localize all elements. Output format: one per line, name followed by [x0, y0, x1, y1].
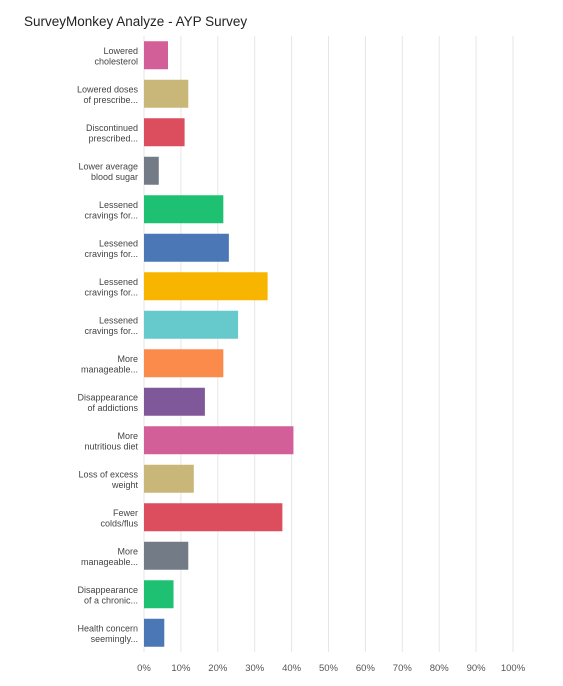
- category-label-line: colds/flus: [100, 518, 138, 528]
- bar: [144, 349, 224, 378]
- x-tick-label: 0%: [137, 663, 151, 674]
- bar: [144, 310, 239, 339]
- category-label: Disappearance of a chronic...: [77, 585, 138, 606]
- category-label-line: Discontinued: [86, 123, 138, 133]
- category-label: Loss of excess weight: [78, 469, 138, 490]
- category-label-line: prescribed...: [88, 133, 138, 143]
- category-label-line: blood sugar: [91, 172, 138, 182]
- category-label-line: More: [117, 354, 138, 364]
- category-label: Lessened cravings for...: [84, 238, 138, 259]
- category-label-line: More: [117, 431, 138, 441]
- category-label: Fewer colds/flus: [100, 508, 138, 529]
- category-label: Disappearance of addictions: [77, 392, 138, 413]
- x-tick-label: 60%: [356, 663, 376, 674]
- category-label-line: Lessened: [99, 277, 138, 287]
- category-label-line: Lowered doses: [77, 84, 139, 94]
- category-label-line: Fewer: [113, 508, 138, 518]
- bar: [144, 233, 229, 262]
- x-tick-label: 40%: [282, 663, 302, 674]
- category-label-line: Disappearance: [77, 392, 138, 402]
- bar: [144, 503, 283, 532]
- x-tick-label: 100%: [501, 663, 526, 674]
- bar: [144, 118, 185, 147]
- category-label: More manageable...: [81, 546, 138, 567]
- category-label-line: Lessened: [99, 200, 138, 210]
- x-tick-label: 30%: [245, 663, 265, 674]
- bar: [144, 618, 165, 647]
- category-label-line: Loss of excess: [78, 469, 138, 479]
- category-label: Discontinued prescribed...: [86, 123, 138, 144]
- category-label-line: Health concern: [77, 623, 138, 633]
- category-label: More manageable...: [81, 354, 138, 375]
- category-label-line: weight: [111, 480, 139, 490]
- x-tick-label: 90%: [467, 663, 487, 674]
- category-label: Lowered cholesterol: [94, 46, 138, 67]
- bar: [144, 426, 294, 455]
- bar: [144, 195, 224, 224]
- category-label-line: cravings for...: [84, 326, 138, 336]
- bar: [144, 580, 174, 609]
- category-label: Lowered doses of prescribe...: [77, 84, 139, 105]
- category-label-line: manageable...: [81, 364, 138, 374]
- category-label-line: of a chronic...: [84, 595, 138, 605]
- bar: [144, 272, 268, 301]
- bar: [144, 156, 159, 185]
- bar: [144, 541, 189, 570]
- category-label-line: More: [117, 546, 138, 556]
- category-label-line: cravings for...: [84, 249, 138, 259]
- chart-title: SurveyMonkey Analyze - AYP Survey: [24, 14, 248, 29]
- category-label: Lessened cravings for...: [84, 315, 138, 336]
- category-label-line: cravings for...: [84, 287, 138, 297]
- category-label-line: of addictions: [87, 403, 138, 413]
- x-tick-label: 20%: [208, 663, 228, 674]
- category-label: Lessened cravings for...: [84, 200, 138, 221]
- bar: [144, 79, 189, 108]
- category-label-line: of prescribe...: [83, 95, 138, 105]
- bar: [144, 464, 194, 493]
- bar: [144, 387, 205, 416]
- category-label-line: cholesterol: [94, 56, 138, 66]
- category-label-line: Lessened: [99, 315, 138, 325]
- x-tick-label: 10%: [171, 663, 191, 674]
- category-label-line: manageable...: [81, 557, 138, 567]
- x-tick-label: 70%: [393, 663, 413, 674]
- x-tick-label: 80%: [430, 663, 450, 674]
- category-label-line: Lower average: [78, 161, 138, 171]
- category-label-line: cravings for...: [84, 210, 138, 220]
- category-label: More nutritious diet: [84, 431, 138, 452]
- category-label-line: seemingly...: [91, 634, 138, 644]
- category-label: Health concern seemingly...: [77, 623, 138, 644]
- category-label: Lessened cravings for...: [84, 277, 138, 298]
- category-label-line: Disappearance: [77, 585, 138, 595]
- category-label-line: nutritious diet: [84, 441, 138, 451]
- category-label-line: Lessened: [99, 238, 138, 248]
- category-label-line: Lowered: [103, 46, 138, 56]
- bar: [144, 41, 168, 70]
- category-label: Lower average blood sugar: [78, 161, 138, 182]
- x-tick-label: 50%: [319, 663, 339, 674]
